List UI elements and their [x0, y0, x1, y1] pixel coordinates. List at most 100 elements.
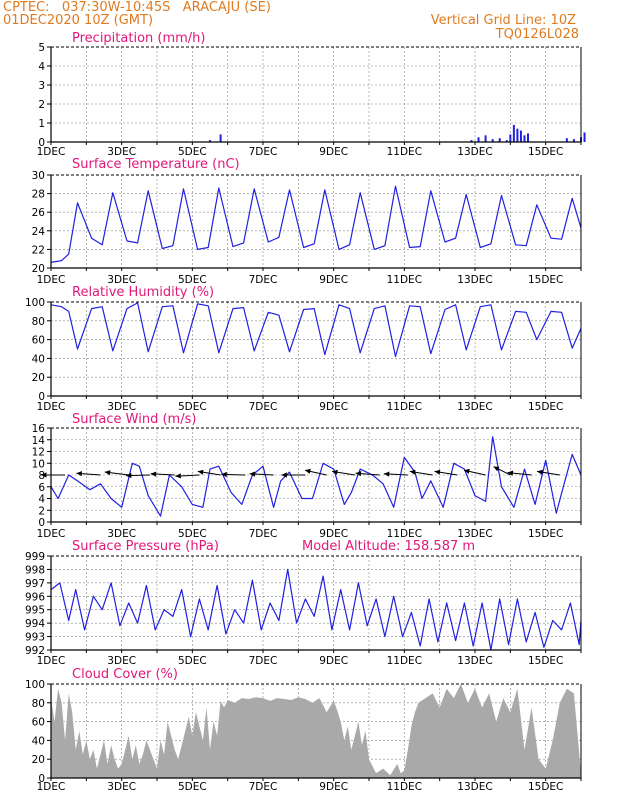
precip-bar	[572, 139, 575, 142]
y-tick-label: 5	[38, 42, 45, 54]
y-tick-label: 20	[32, 754, 45, 766]
x-tick-label: 15DEC	[528, 781, 563, 793]
x-tick-label: 5DEC	[178, 274, 207, 286]
y-tick-label: 8	[38, 470, 45, 482]
wind-arrow-head	[383, 471, 390, 477]
y-tick-label: 40	[32, 353, 45, 365]
panel-2: 0 20 40 60 80 100 1DEC 3DEC 5DEC 7DEC 9DEC 11DEC 13D…	[25, 285, 582, 413]
precip-bar	[512, 124, 515, 142]
x-tick-label: 11DEC	[387, 781, 422, 793]
x-tick-label: 3DEC	[107, 655, 136, 667]
y-tick-label: 26	[32, 207, 46, 219]
x-tick-label: 11DEC	[387, 274, 422, 286]
wind-arrow-head	[305, 468, 311, 474]
wind-arrow-head	[409, 469, 416, 475]
y-tick-label: 4	[38, 494, 45, 506]
y-tick-label: 996	[25, 591, 45, 603]
precip-bar	[491, 139, 494, 142]
wind-arrow-head	[197, 469, 204, 475]
y-tick-label: 2	[38, 505, 45, 517]
precip-bar	[527, 133, 529, 142]
x-tick-label: 13DEC	[457, 528, 492, 540]
wind-arrow-head	[493, 466, 500, 472]
x-tick-label: 9DEC	[319, 528, 348, 540]
x-tick-label: 13DEC	[457, 781, 492, 793]
precip-bar	[484, 135, 487, 142]
y-tick-label: 30	[32, 170, 45, 182]
wind-arrow-head	[76, 471, 82, 477]
y-tick-label: 993	[25, 632, 45, 644]
grid-line-header: Vertical Grid Line: 10Z	[431, 13, 576, 28]
precip-bar	[505, 140, 508, 142]
x-tick-label: 9DEC	[319, 401, 348, 413]
wind-arrow-head	[175, 473, 181, 479]
y-tick-label: 999	[25, 551, 45, 563]
x-tick-label: 13DEC	[457, 655, 492, 667]
y-tick-label: 100	[25, 679, 45, 691]
precip-bar	[477, 137, 480, 142]
x-tick-label: 5DEC	[178, 401, 207, 413]
y-tick-label: 12	[32, 447, 45, 459]
x-tick-label: 1DEC	[37, 528, 66, 540]
x-tick-label: 7DEC	[249, 655, 278, 667]
wind-arrow-head	[332, 469, 338, 475]
y-tick-label: 0	[38, 391, 45, 403]
y-tick-label: 997	[25, 578, 45, 590]
y-tick-label: 20	[32, 372, 45, 384]
x-tick-label: 1DEC	[37, 655, 66, 667]
y-tick-label: 6	[38, 482, 45, 494]
precip-bar	[565, 138, 568, 142]
x-tick-label: 11DEC	[387, 401, 422, 413]
panel-1: 20 22 24 26 28 30 1DEC 3DEC 5DEC 7DEC 9DEC 11DEC 13D…	[32, 157, 582, 286]
x-tick-label: 7DEC	[249, 401, 278, 413]
x-tick-label: 15DEC	[528, 401, 563, 413]
x-tick-label: 11DEC	[387, 655, 422, 667]
y-tick-label: 0	[38, 137, 45, 149]
precip-bar	[516, 128, 519, 142]
x-tick-label: 9DEC	[319, 146, 348, 158]
panel-title: Relative Humidity (%)	[72, 285, 214, 300]
wind-arrow-head	[125, 472, 132, 479]
x-tick-label: 1DEC	[37, 274, 66, 286]
model-code-header: TQ0126L028	[495, 27, 579, 42]
x-tick-label: 11DEC	[387, 528, 422, 540]
precip-bar	[470, 140, 473, 142]
x-tick-label: 3DEC	[107, 401, 136, 413]
precip-bar	[523, 135, 526, 142]
location-header: CPTEC: 037:30W-10:45S ARACAJU (SE)	[3, 0, 271, 15]
wind-arrow-head	[281, 472, 287, 478]
y-tick-label: 80	[32, 316, 45, 328]
y-tick-label: 0	[38, 773, 45, 785]
model-altitude-label: Model Altitude: 158.587 m	[302, 539, 475, 554]
series-line	[50, 568, 582, 651]
x-tick-label: 7DEC	[249, 781, 278, 793]
x-tick-label: 1DEC	[37, 781, 66, 793]
y-tick-label: 60	[32, 717, 45, 729]
y-tick-label: 10	[32, 458, 45, 470]
x-tick-label: 15DEC	[528, 528, 563, 540]
x-tick-label: 5DEC	[178, 655, 207, 667]
x-tick-label: 13DEC	[457, 401, 492, 413]
precip-bar	[498, 138, 501, 142]
panel-title: Cloud Cover (%)	[72, 667, 178, 682]
y-tick-label: 16	[32, 423, 46, 435]
wind-arrow-head	[150, 471, 157, 477]
precip-bar	[519, 130, 522, 142]
wind-arrow-head	[104, 470, 111, 476]
x-tick-label: 3DEC	[107, 274, 136, 286]
precip-bar	[209, 140, 211, 142]
wind-arrow-head	[537, 469, 543, 475]
series-line	[50, 302, 582, 358]
x-tick-label: 1DEC	[37, 146, 66, 158]
x-tick-label: 5DEC	[178, 781, 207, 793]
y-tick-label: 994	[25, 618, 45, 630]
precip-bar	[219, 134, 222, 142]
y-tick-label: 20	[32, 263, 45, 275]
wind-arrow-head	[249, 471, 256, 477]
y-tick-label: 22	[32, 244, 45, 256]
x-tick-label: 9DEC	[319, 781, 348, 793]
x-tick-label: 13DEC	[457, 146, 492, 158]
precip-bar	[509, 134, 512, 142]
y-tick-label: 998	[25, 564, 45, 576]
series-line	[50, 185, 582, 263]
